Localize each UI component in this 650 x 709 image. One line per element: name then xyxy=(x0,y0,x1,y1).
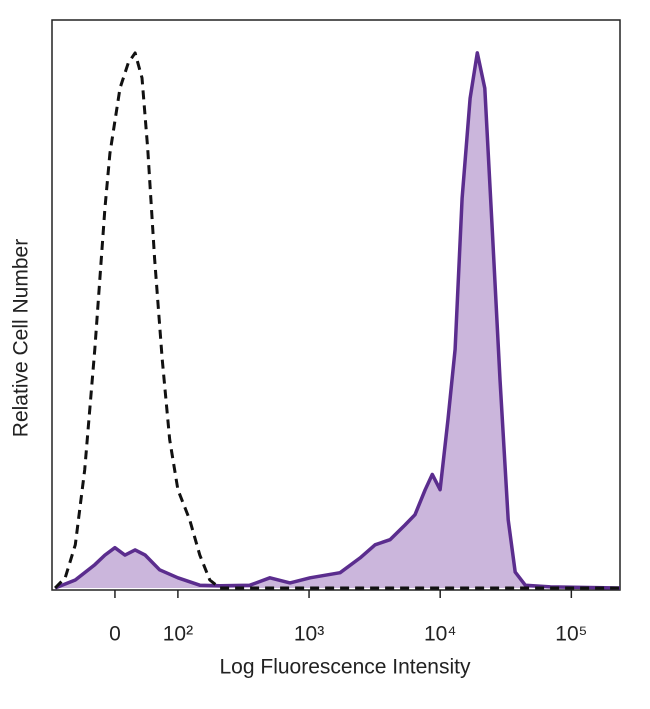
x-tick-label: 10² xyxy=(163,623,193,646)
x-tick-label: 10⁴ xyxy=(424,623,456,646)
y-axis-label: Relative Cell Number xyxy=(10,239,33,437)
x-tick-label: 0 xyxy=(109,623,121,646)
line xyxy=(54,51,621,590)
area-fill xyxy=(55,52,621,588)
x-tick-label: 10³ xyxy=(294,623,324,646)
x-tick-label: 10⁵ xyxy=(555,623,587,646)
x-axis-label: Log Fluorescence Intensity xyxy=(220,656,471,679)
plot-frame xyxy=(51,19,621,591)
dashed-line xyxy=(54,51,620,590)
